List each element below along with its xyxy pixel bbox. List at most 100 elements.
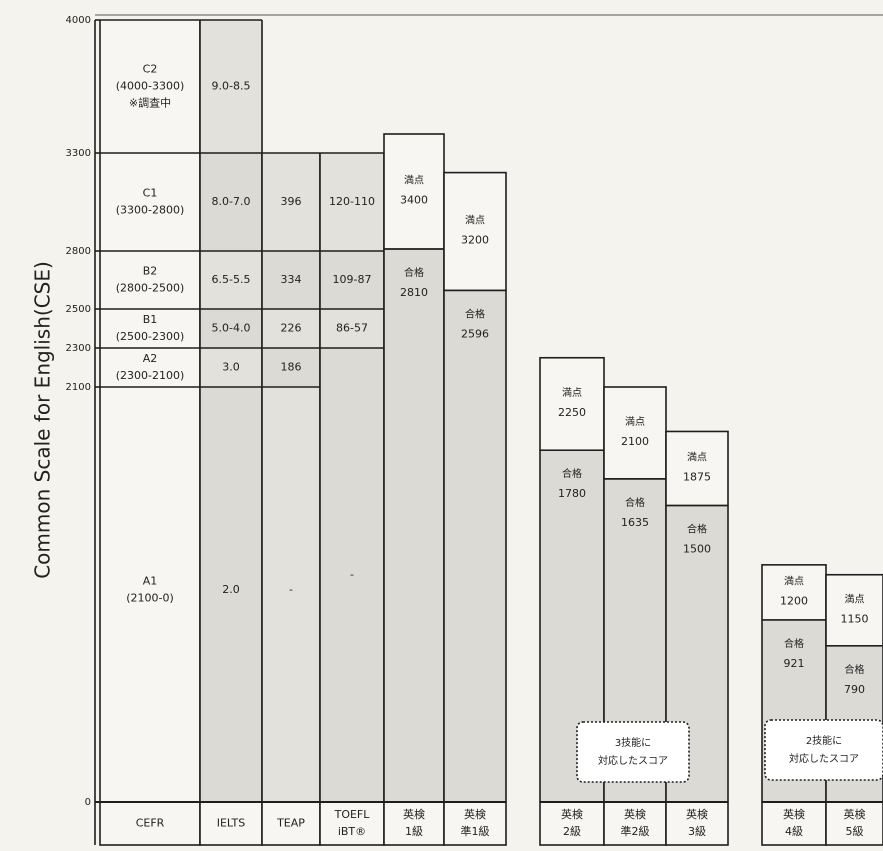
pass-score-value: 2810 bbox=[400, 286, 428, 299]
column-label-cell bbox=[825, 801, 883, 846]
column-label: 4級 bbox=[785, 825, 803, 838]
level-label: (2500-2300) bbox=[116, 330, 185, 343]
level-cell bbox=[320, 309, 384, 348]
level-label: C2 bbox=[143, 63, 158, 76]
level-cell bbox=[100, 348, 200, 387]
column-label-cell bbox=[383, 801, 445, 846]
pass-score-value: 1635 bbox=[621, 516, 649, 529]
y-axis-label: Common Scale for English(CSE) bbox=[31, 261, 55, 579]
level-label: 5.0-4.0 bbox=[212, 322, 251, 335]
column-label: IELTS bbox=[217, 817, 246, 830]
column-label: TOEFL bbox=[334, 808, 371, 821]
y-tick-label: 2300 bbox=[66, 343, 91, 354]
level-label: 396 bbox=[281, 195, 302, 208]
level-label: (2800-2500) bbox=[116, 282, 185, 295]
max-score-label: 満点 bbox=[465, 215, 485, 227]
column-label-cell bbox=[99, 801, 201, 846]
level-label: - bbox=[289, 583, 293, 596]
level-cell bbox=[200, 348, 262, 387]
level-cell bbox=[320, 251, 384, 309]
level-cell bbox=[320, 153, 384, 251]
level-cell bbox=[100, 251, 200, 309]
level-cell bbox=[320, 348, 384, 802]
pass-score-label: 合格 bbox=[784, 637, 804, 650]
max-score-label: 満点 bbox=[845, 593, 865, 605]
level-label: 109-87 bbox=[333, 273, 372, 286]
pass-score-value: 1500 bbox=[683, 543, 711, 556]
max-score-value: 3400 bbox=[400, 194, 428, 207]
max-score-label: 満点 bbox=[784, 575, 804, 587]
level-label: (3300-2800) bbox=[116, 204, 185, 217]
level-cell bbox=[200, 20, 262, 153]
pass-score-value: 2596 bbox=[461, 327, 489, 340]
level-label: 226 bbox=[281, 322, 302, 335]
y-tick-label: 4000 bbox=[66, 15, 91, 26]
level-cell bbox=[100, 387, 200, 802]
level-label: 8.0-7.0 bbox=[212, 195, 251, 208]
max-score-value: 1150 bbox=[841, 612, 869, 625]
max-score-value: 2250 bbox=[558, 406, 586, 419]
column-label: 英検 bbox=[464, 807, 486, 821]
note-box bbox=[576, 721, 690, 783]
level-cell bbox=[200, 309, 262, 348]
level-label: ※調査中 bbox=[129, 96, 171, 110]
note-text: 3技能に bbox=[615, 736, 651, 749]
level-cell bbox=[262, 251, 320, 309]
level-label: B2 bbox=[143, 265, 158, 278]
level-label: B1 bbox=[143, 313, 158, 326]
pass-score-label: 合格 bbox=[687, 523, 707, 536]
pass-score-label: 合格 bbox=[562, 467, 582, 480]
column-label-cell bbox=[443, 801, 507, 846]
level-cell bbox=[200, 251, 262, 309]
max-score-value: 3200 bbox=[461, 234, 489, 247]
pass-score-label: 合格 bbox=[404, 266, 424, 279]
pass-score-label: 合格 bbox=[625, 496, 645, 509]
column-label: TEAP bbox=[276, 817, 305, 830]
level-label: (2300-2100) bbox=[116, 369, 185, 382]
column-label: 3級 bbox=[688, 825, 706, 838]
column-label-cell bbox=[761, 801, 827, 846]
level-label: A2 bbox=[143, 352, 158, 365]
column-label: 英検 bbox=[403, 807, 425, 821]
column-label: 英検 bbox=[624, 807, 646, 821]
level-cell bbox=[262, 387, 320, 802]
column-label: 準1級 bbox=[461, 824, 490, 838]
level-cell bbox=[200, 153, 262, 251]
note-text: 対応したスコア bbox=[598, 754, 668, 767]
column-label: CEFR bbox=[136, 817, 165, 830]
column-label: 2級 bbox=[563, 825, 581, 838]
pass-score-label: 合格 bbox=[845, 663, 865, 676]
max-score-cell bbox=[825, 573, 883, 647]
max-score-label: 満点 bbox=[625, 416, 645, 428]
level-cell bbox=[262, 348, 320, 387]
column-label: 準2級 bbox=[621, 824, 650, 838]
pass-score-value: 921 bbox=[784, 657, 805, 670]
level-label: 86-57 bbox=[336, 322, 368, 335]
column-label: 英検 bbox=[686, 807, 708, 821]
pass-score-label: 合格 bbox=[465, 307, 485, 320]
level-cell bbox=[100, 309, 200, 348]
max-score-cell bbox=[761, 564, 827, 621]
note-text: 2技能に bbox=[806, 734, 842, 747]
level-label: 3.0 bbox=[222, 361, 240, 374]
level-label: 6.5-5.5 bbox=[212, 273, 251, 286]
level-label: - bbox=[350, 568, 354, 581]
note-box bbox=[764, 719, 883, 781]
column-label: 英検 bbox=[844, 807, 866, 821]
y-tick-label: 0 bbox=[85, 797, 91, 808]
max-score-value: 2100 bbox=[621, 435, 649, 448]
max-score-cell bbox=[383, 133, 445, 250]
level-label: C1 bbox=[143, 187, 158, 200]
column-label: iBT® bbox=[338, 825, 366, 838]
y-tick-label: 2100 bbox=[66, 382, 91, 393]
level-label: 9.0-8.5 bbox=[212, 80, 251, 93]
max-score-cell bbox=[603, 386, 667, 480]
max-score-label: 満点 bbox=[562, 387, 582, 399]
level-label: 186 bbox=[281, 361, 302, 374]
level-label: 120-110 bbox=[329, 195, 375, 208]
y-tick-label: 3300 bbox=[66, 148, 91, 159]
level-cell bbox=[262, 153, 320, 251]
max-score-cell bbox=[665, 430, 729, 507]
column-label-cell bbox=[319, 801, 385, 846]
